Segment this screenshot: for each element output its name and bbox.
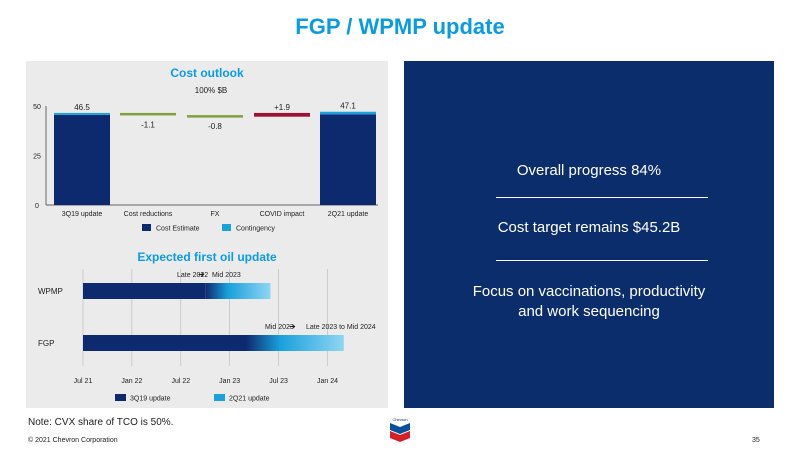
copyright: © 2021 Chevron Corporation [28, 437, 118, 444]
category-label: FX [211, 211, 220, 218]
wpmp-annotation-from: Late 2022 [177, 272, 208, 279]
timeline-bar-3q19 [83, 335, 246, 351]
bar-delta [120, 112, 176, 116]
timeline-category-labels: WPMP FGP [38, 287, 63, 348]
timeline-chart-title: Expected first oil update [137, 250, 277, 264]
charts-svg: Cost outlook 100% $B 0 25 50 46.5 -1.1 -0.8 +… [33, 66, 378, 403]
x-tick-label: Jul 21 [74, 378, 93, 385]
statement-focus-line2: and work sequencing [518, 303, 660, 320]
timeline-category-label: FGP [38, 339, 54, 348]
logo-chevron-lower [390, 431, 410, 442]
divider [496, 197, 708, 198]
cost-bars [54, 111, 376, 205]
bar-delta [254, 112, 310, 117]
legend-swatch-cost-estimate [142, 224, 151, 231]
x-tick-label: Jul 22 [171, 378, 190, 385]
logo-chevron-upper [390, 423, 410, 434]
bar-delta [187, 115, 243, 118]
x-tick-label: Jan 22 [121, 378, 142, 385]
timeline-bars [83, 283, 344, 351]
timeline-bar-2q21 [205, 283, 271, 299]
logo-wordmark: Chevron [392, 417, 407, 422]
footnote: Note: CVX share of TCO is 50%. [28, 417, 174, 428]
page-number: 35 [752, 437, 760, 444]
legend-swatch-2q21 [214, 394, 225, 401]
legend-swatch-contingency [222, 224, 231, 231]
legend-label-2q21: 2Q21 update [229, 396, 270, 403]
category-label: Cost reductions [124, 211, 173, 218]
y-tick-label: 25 [33, 154, 41, 161]
bar-contingency [320, 111, 376, 115]
x-tick-label: Jan 23 [219, 378, 240, 385]
value-label: -0.8 [208, 122, 222, 131]
category-label: 3Q19 update [62, 211, 103, 218]
legend-label-3q19: 3Q19 update [130, 396, 171, 403]
chevron-logo: Chevron [386, 416, 414, 447]
bar-contingency [54, 112, 110, 115]
category-label: COVID impact [260, 211, 305, 218]
fgp-annotation-to: Late 2023 to Mid 2024 [306, 324, 376, 331]
value-label: +1.9 [274, 103, 290, 112]
fgp-annotation-from: Mid 2023 [265, 324, 294, 331]
cost-value-labels: 46.5 -1.1 -0.8 +1.9 47.1 [74, 102, 356, 131]
value-label: -1.1 [141, 121, 155, 130]
x-tick-label: Jan 24 [317, 378, 338, 385]
y-tick-label: 50 [33, 104, 41, 111]
value-label: 47.1 [340, 102, 356, 111]
legend-label-contingency: Contingency [236, 226, 275, 233]
key-messages-panel: Overall progress 84% Cost target remains… [404, 61, 774, 408]
cost-chart-title: Cost outlook [170, 66, 244, 80]
chevron-logo-icon: Chevron [390, 417, 410, 442]
slide-title: FGP / WPMP update [295, 14, 505, 39]
divider [496, 260, 708, 261]
timeline-category-label: WPMP [38, 287, 63, 296]
bar-cost-estimate [54, 114, 110, 205]
timeline-x-ticks: Jul 21 Jan 22 Jul 22 Jan 23 Jul 23 Jan 24 [74, 378, 338, 385]
cost-category-labels: 3Q19 update Cost reductions FX COVID impact… [62, 211, 369, 218]
timeline-bar-2q21 [246, 335, 344, 351]
category-label: 2Q21 update [328, 211, 369, 218]
charts-panel: Cost outlook 100% $B 0 25 50 46.5 -1.1 -0.8 +… [26, 61, 388, 408]
statement-focus-line1: Focus on vaccinations, productivity [472, 283, 706, 300]
value-label: 46.5 [74, 103, 90, 112]
statement-cost-target: Cost target remains $45.2B [497, 219, 681, 236]
legend-swatch-3q19 [115, 394, 126, 401]
statement-progress: Overall progress 84% [516, 162, 662, 179]
cost-y-ticks: 0 25 50 [33, 104, 41, 210]
wpmp-annotation-to: Mid 2023 [212, 272, 241, 279]
timeline-bar-3q19 [83, 283, 206, 299]
fgp-annotation-arrow: ➔ [289, 322, 296, 331]
y-tick-label: 0 [35, 203, 39, 210]
bar-cost-estimate [320, 114, 376, 205]
wpmp-annotation-arrow: ➔ [198, 270, 205, 279]
cost-chart-subtitle: 100% $B [195, 86, 227, 95]
x-tick-label: Jul 23 [269, 378, 288, 385]
legend-label-cost-estimate: Cost Estimate [156, 226, 200, 233]
